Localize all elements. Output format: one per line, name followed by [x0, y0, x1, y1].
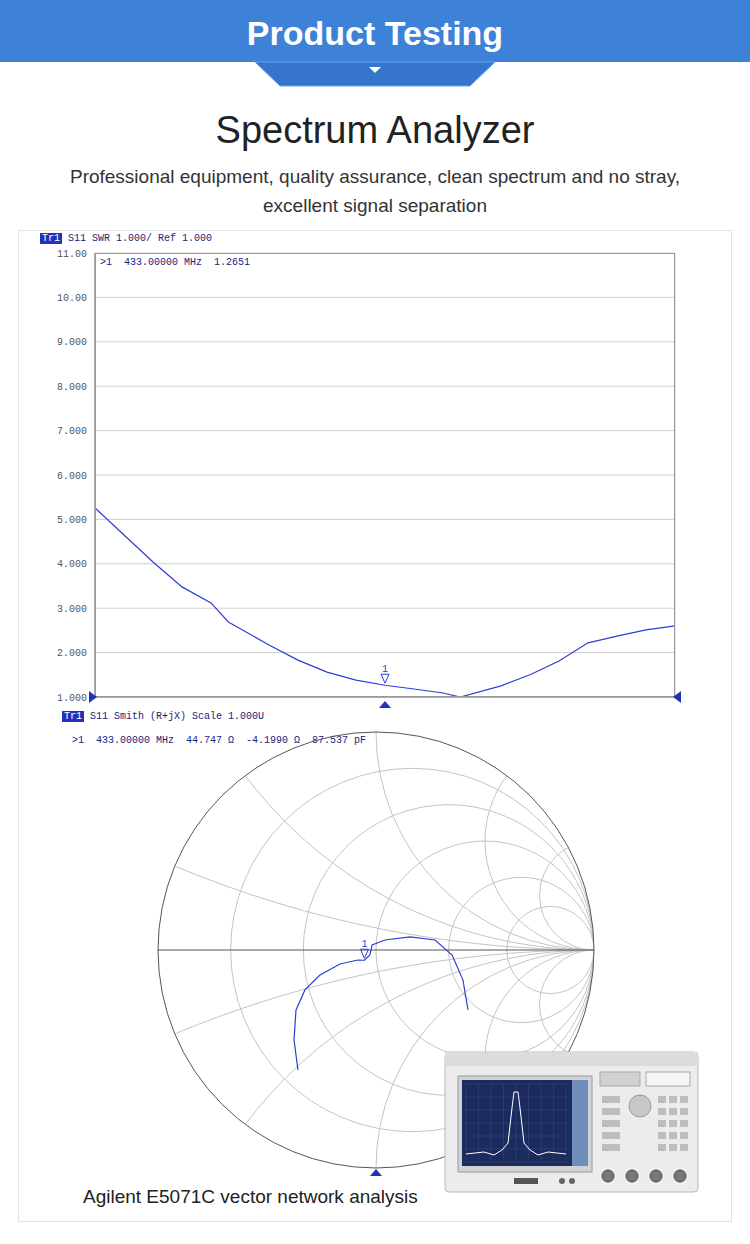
html-text:>1 433.00000 MHz 44.747 Ω -4.1: >1 433.00000 MHz 44.747 Ω -4.1990 Ω 87.5… [72, 735, 367, 746]
svg-text:2.000: 2.000 [57, 648, 87, 659]
svg-text:7.000: 7.000 [57, 426, 87, 437]
html-text:excellent signal separation: excellent signal separation [263, 195, 487, 216]
html-text:Product Testing: Product Testing [246, 14, 504, 52]
svg-text:1: 1 [382, 664, 388, 675]
html-text:Agilent E5071C vector network: Agilent E5071C vector network analysis [83, 1186, 418, 1207]
svg-text:5.000: 5.000 [57, 515, 87, 526]
svg-text:11.00: 11.00 [57, 249, 87, 260]
html-text:Tr1 S11 Smith (R+jX) Scale 1.0: Tr1 S11 Smith (R+jX) Scale 1.000U [64, 711, 264, 722]
svg-text:3.000: 3.000 [57, 604, 87, 615]
svg-text:1.000: 1.000 [57, 693, 87, 704]
html-text:Professional equipment, qualit: Professional equipment, quality assuranc… [70, 166, 680, 187]
svg-text:6.000: 6.000 [57, 471, 87, 482]
html-text:Spectrum Analyzer: Spectrum Analyzer [215, 109, 535, 151]
svg-text:9.000: 9.000 [57, 337, 87, 348]
html-text:Tr1 S11 SWR 1.000/ Ref 1.000: Tr1 S11 SWR 1.000/ Ref 1.000 [42, 233, 212, 244]
svg-text:8.000: 8.000 [57, 382, 87, 393]
svg-text:10.00: 10.00 [57, 293, 87, 304]
svg-text:1: 1 [361, 939, 367, 950]
html-text:>1 433.00000 MHz 1.2651: >1 433.00000 MHz 1.2651 [100, 257, 250, 268]
svg-text:4.000: 4.000 [57, 559, 87, 570]
